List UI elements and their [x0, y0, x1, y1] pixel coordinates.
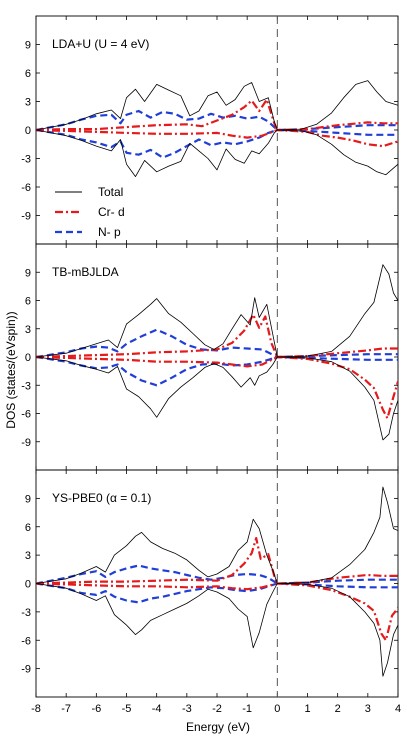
y-tick-label: 3: [25, 324, 31, 336]
legend-label: Cr- d: [98, 205, 125, 219]
series-line-crd-down: [36, 128, 398, 148]
series-line-np-down: [36, 355, 398, 387]
panel-label: LDA+U (U = 4 eV): [52, 37, 149, 51]
x-tick-label: -6: [91, 703, 101, 715]
dos-panel-3: -9 -6 -3 0 3 6 9 -8 -7 -6 -5 -4 -3 -2 -1 0 1 2 3 4 YS-PBE0 (…: [21, 469, 401, 715]
y-tick-label: -9: [21, 664, 31, 676]
x-tick-label: 2: [335, 703, 341, 715]
y-tick-label: 3: [25, 97, 31, 109]
y-tick-label: 0: [25, 352, 31, 364]
y-tick-label: -3: [21, 380, 31, 392]
series-line-total-down: [36, 129, 398, 178]
x-axis-label: Energy (eV): [186, 720, 250, 734]
x-tick-label: 4: [395, 703, 401, 715]
y-tick-label: -9: [21, 211, 31, 223]
y-tick-label: 6: [25, 296, 31, 308]
series-line-total-down: [36, 356, 398, 441]
series-line-crd-up: [36, 98, 398, 132]
x-tick-label: -5: [122, 703, 132, 715]
y-tick-label: 9: [25, 40, 31, 52]
x-tick-label: -2: [212, 703, 222, 715]
x-tick-label: -8: [31, 703, 41, 715]
y-tick-label: 3: [25, 550, 31, 562]
x-tick-label: -7: [61, 703, 71, 715]
panel-label: YS-PBE0 (α = 0.1): [52, 491, 151, 505]
y-tick-label: 9: [25, 267, 31, 279]
legend-label: Total: [98, 185, 123, 199]
y-tick-label: -6: [21, 182, 31, 194]
series-line-total-down: [36, 583, 398, 677]
panel-label: TB-mBJLDA: [52, 265, 119, 279]
plot-area: [36, 486, 398, 677]
y-tick-label: -6: [21, 409, 31, 421]
dos-panel-2: -9 -6 -3 0 3 6 9 TB-mBJLDA: [21, 243, 399, 471]
y-tick-label: -3: [21, 154, 31, 166]
series-line-total-up: [36, 486, 398, 584]
y-tick-label: -6: [21, 635, 31, 647]
y-tick-label: -3: [21, 607, 31, 619]
series-line-total-up: [36, 80, 398, 131]
x-tick-label: 1: [304, 703, 310, 715]
x-tick-label: 0: [274, 703, 280, 715]
series-line-crd-down: [36, 582, 398, 642]
series-line-total-up: [36, 264, 398, 358]
x-tick-label: -4: [152, 703, 162, 715]
y-tick-label: -9: [21, 437, 31, 449]
series-line-crd-down: [36, 355, 398, 420]
series-line-crd-up: [36, 536, 398, 585]
y-axis-label: DOS (states/(eVspin)): [4, 311, 18, 428]
series-line-crd-up: [36, 313, 398, 359]
legend-label: N- p: [98, 225, 121, 239]
y-tick-label: 9: [25, 493, 31, 505]
plot-area: [36, 264, 398, 441]
y-tick-label: 0: [25, 579, 31, 591]
y-tick-label: 6: [25, 522, 31, 534]
x-tick-label: -1: [242, 703, 252, 715]
panels: -9 -6 -3 0 3 6 9 LDA+U (U = 4 eV) Total Cr- d N- p…: [21, 15, 401, 715]
plot-area: [36, 80, 398, 178]
y-tick-label: 0: [25, 125, 31, 137]
x-tick-label: -3: [182, 703, 192, 715]
x-tick-label: 3: [365, 703, 371, 715]
dos-panel-1: -9 -6 -3 0 3 6 9 LDA+U (U = 4 eV) Total Cr- d N- p: [21, 15, 399, 245]
y-tick-label: 6: [25, 68, 31, 80]
legend: Total Cr- d N- p: [55, 185, 125, 239]
